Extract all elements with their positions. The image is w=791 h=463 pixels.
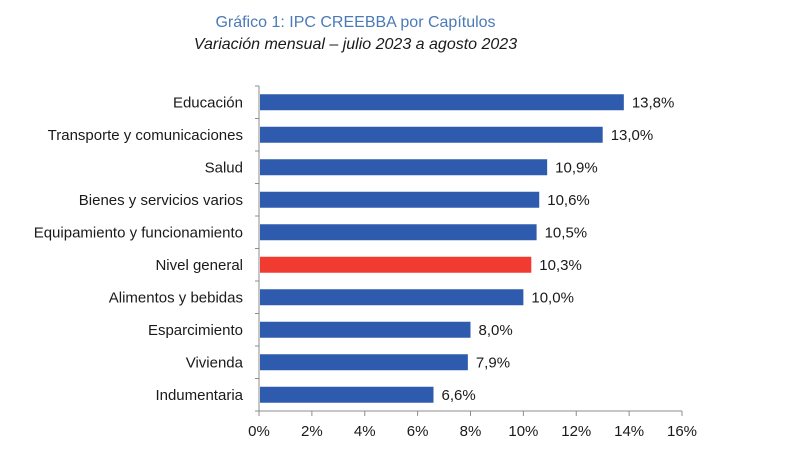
chart-subtitle: Variación mensual – julio 2023 a agosto … bbox=[193, 36, 518, 53]
x-tick-label: 10% bbox=[508, 423, 538, 440]
category-label: Esparcimiento bbox=[148, 322, 243, 339]
x-tick-label: 14% bbox=[614, 423, 644, 440]
bar bbox=[260, 289, 524, 306]
category-label: Educación bbox=[173, 94, 243, 111]
x-tick-label: 16% bbox=[667, 423, 697, 440]
bar bbox=[260, 159, 548, 176]
bar bbox=[260, 94, 624, 111]
data-label: 10,3% bbox=[539, 257, 582, 274]
data-label: 10,5% bbox=[545, 224, 588, 241]
data-label: 8,0% bbox=[479, 322, 513, 339]
bar bbox=[260, 224, 537, 241]
category-label: Bienes y servicios varios bbox=[79, 192, 243, 209]
category-label: Equipamiento y funcionamiento bbox=[34, 224, 243, 241]
bar bbox=[260, 386, 434, 403]
data-label: 13,0% bbox=[611, 127, 654, 144]
category-label: Indumentaria bbox=[155, 387, 243, 404]
x-tick-label: 6% bbox=[407, 423, 429, 440]
x-tick-label: 2% bbox=[301, 423, 323, 440]
bar bbox=[260, 126, 603, 143]
bar bbox=[260, 354, 468, 371]
data-label: 6,6% bbox=[441, 387, 475, 404]
data-label: 13,8% bbox=[632, 94, 675, 111]
chart-title: Gráfico 1: IPC CREEBBA por Capítulos bbox=[215, 14, 496, 31]
x-tick-label: 0% bbox=[248, 423, 270, 440]
data-label: 7,9% bbox=[476, 354, 510, 371]
category-label: Alimentos y bebidas bbox=[109, 289, 243, 306]
data-label: 10,0% bbox=[531, 289, 574, 306]
category-label: Transporte y comunicaciones bbox=[48, 127, 243, 144]
data-label: 10,9% bbox=[555, 159, 598, 176]
category-label: Vivienda bbox=[186, 354, 244, 371]
bar bbox=[260, 256, 532, 273]
bar bbox=[260, 321, 471, 338]
category-label: Nivel general bbox=[155, 257, 243, 274]
x-tick-label: 4% bbox=[354, 423, 376, 440]
bar bbox=[260, 191, 540, 208]
category-label: Salud bbox=[205, 159, 243, 176]
x-tick-label: 12% bbox=[561, 423, 591, 440]
x-tick-label: 8% bbox=[460, 423, 482, 440]
data-label: 10,6% bbox=[547, 192, 590, 209]
